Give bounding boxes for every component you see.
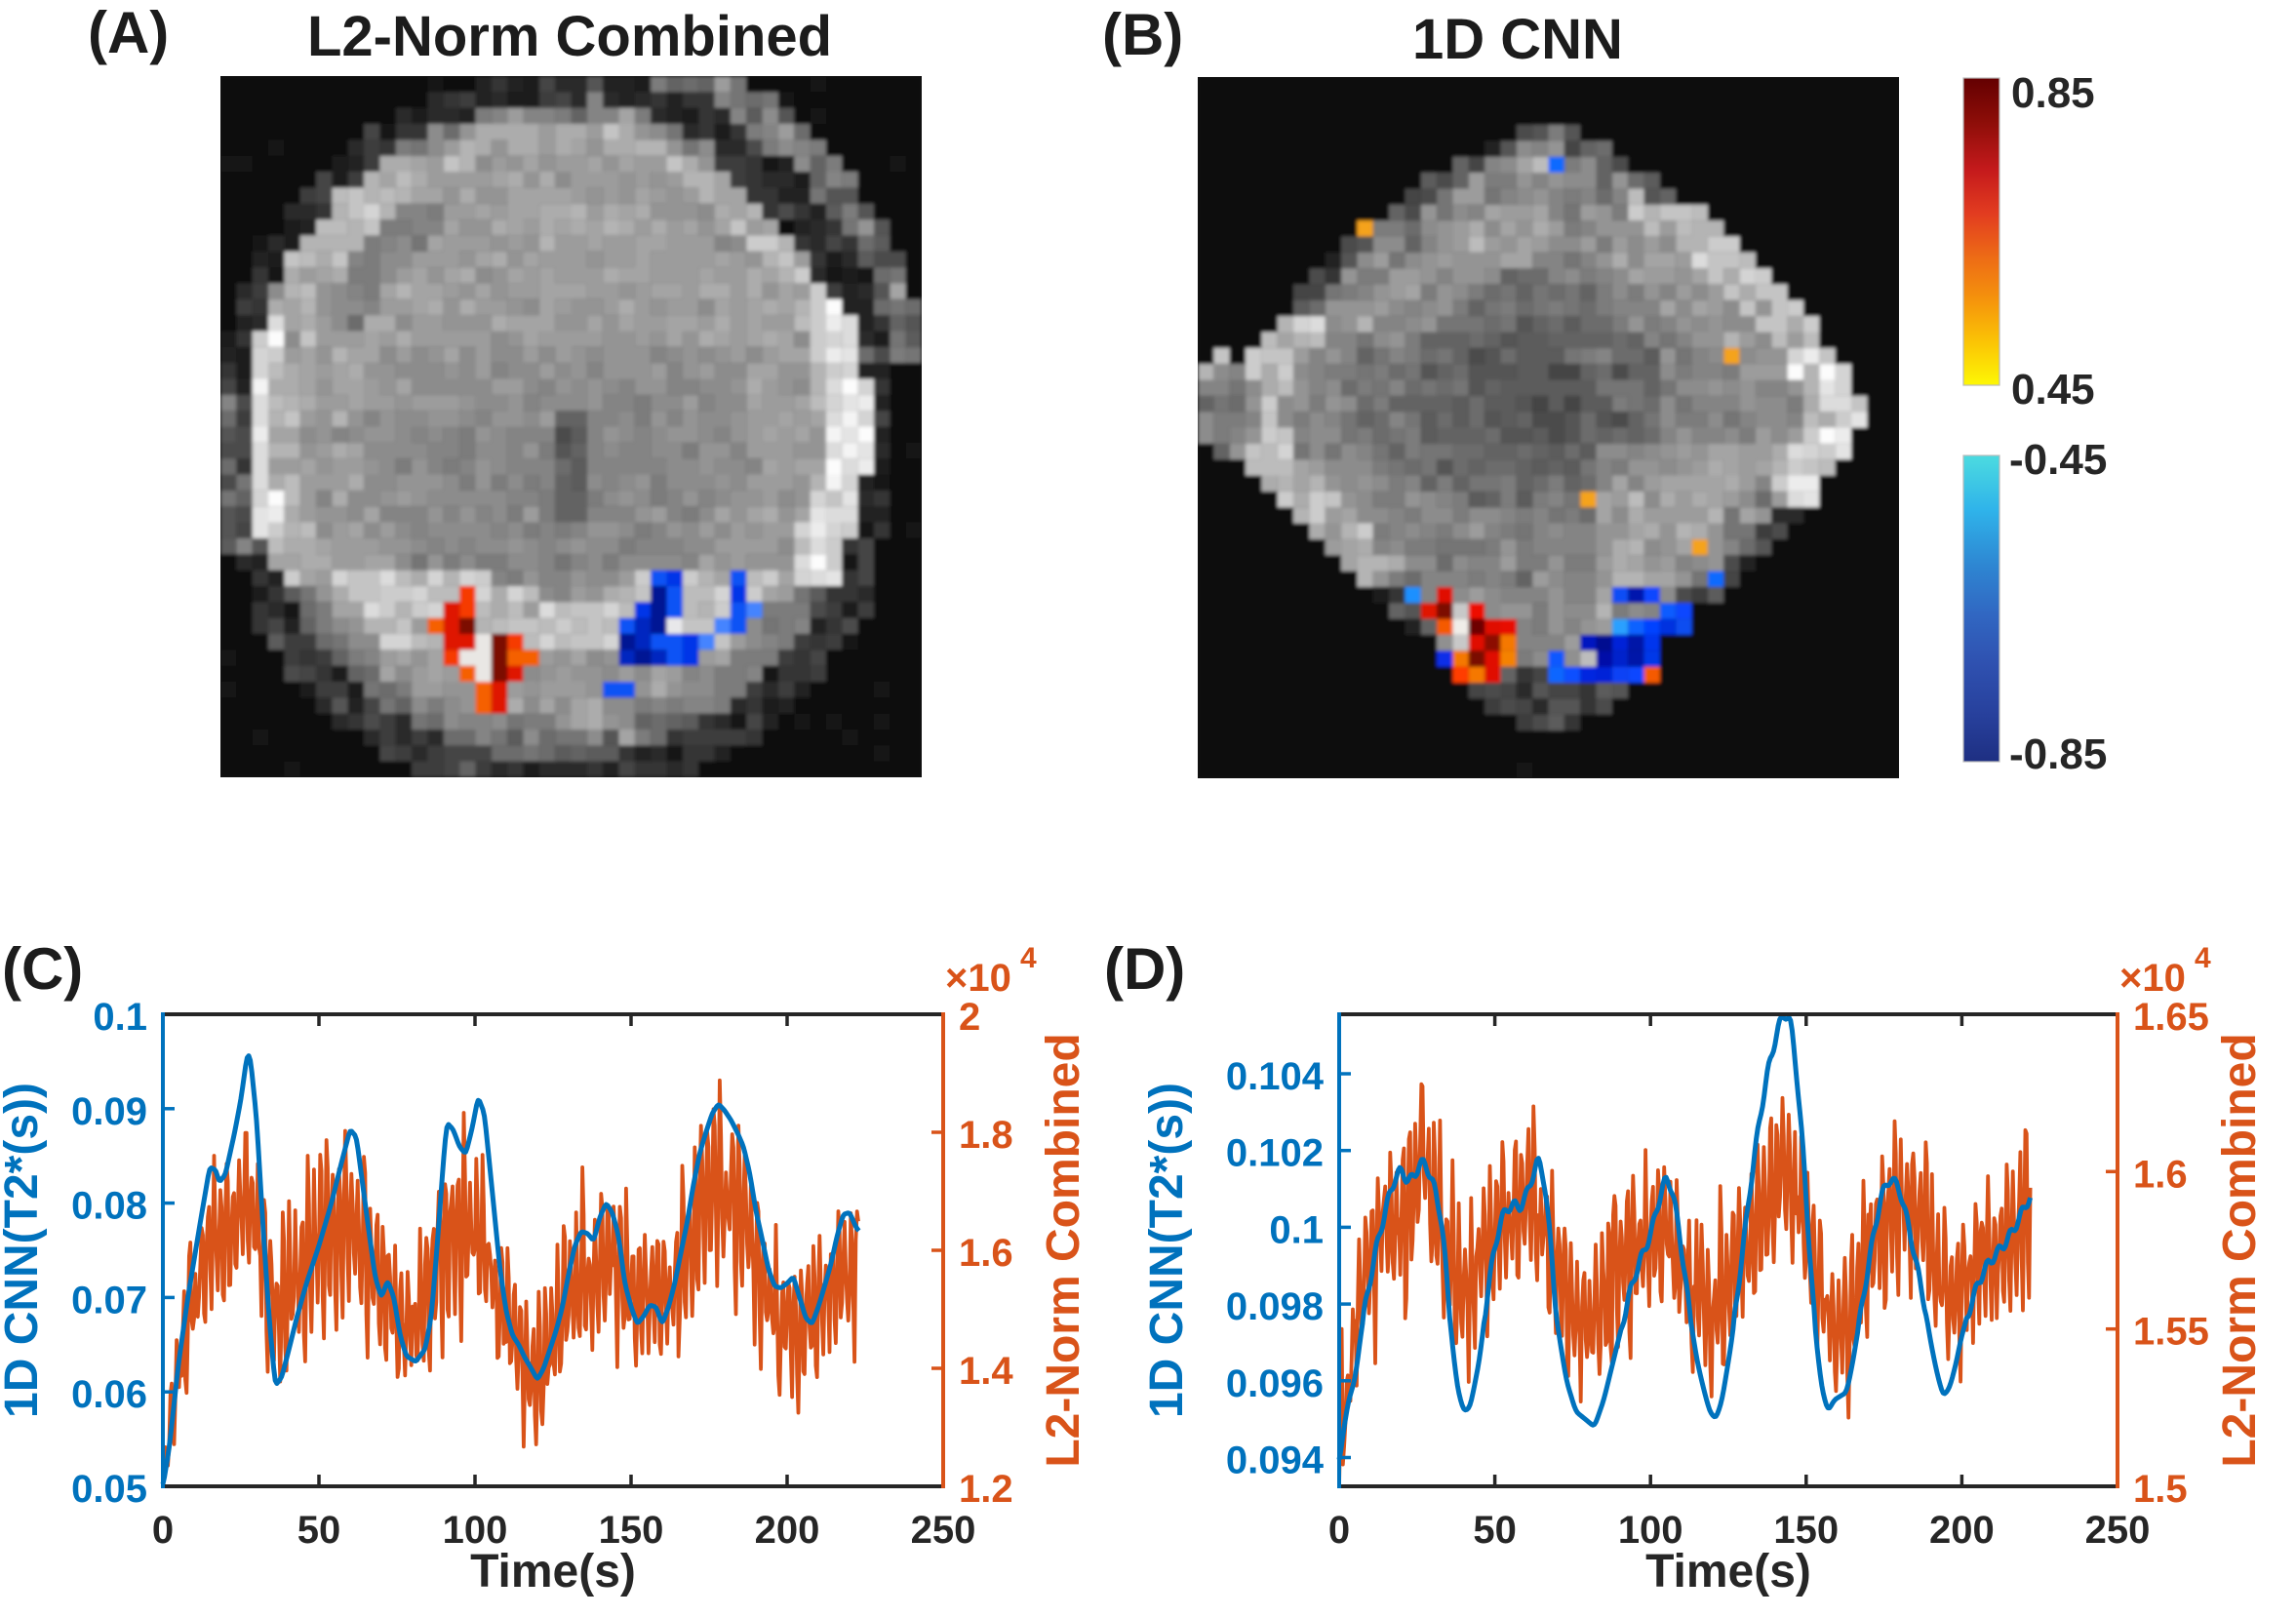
svg-text:1.6: 1.6 <box>2133 1153 2188 1196</box>
svg-text:50: 50 <box>297 1509 341 1552</box>
svg-text:(C): (C) <box>2 936 83 1002</box>
svg-text:1.55: 1.55 <box>2133 1311 2209 1354</box>
svg-text:Time(s): Time(s) <box>470 1546 636 1597</box>
svg-text:0.096: 0.096 <box>1226 1362 1324 1405</box>
svg-text:0.098: 0.098 <box>1226 1285 1324 1328</box>
svg-text:0.102: 0.102 <box>1226 1132 1324 1175</box>
svg-text:0.09: 0.09 <box>71 1090 147 1133</box>
svg-text:1.2: 1.2 <box>959 1468 1013 1511</box>
svg-text:0: 0 <box>152 1509 174 1552</box>
svg-text:250: 250 <box>911 1509 976 1552</box>
svg-text:4: 4 <box>1020 942 1037 974</box>
svg-text:100: 100 <box>1618 1509 1683 1552</box>
svg-text:(A): (A) <box>88 0 169 65</box>
svg-text:L2-Norm Combined: L2-Norm Combined <box>2214 1033 2266 1467</box>
svg-text:0.85: 0.85 <box>2011 69 2095 117</box>
svg-text:0.05: 0.05 <box>71 1468 147 1511</box>
svg-text:0.094: 0.094 <box>1226 1440 1325 1482</box>
svg-text:1.6: 1.6 <box>959 1232 1013 1275</box>
svg-text:0.45: 0.45 <box>2011 366 2095 414</box>
svg-text:150: 150 <box>1773 1509 1839 1552</box>
svg-text:0.1: 0.1 <box>1269 1208 1324 1251</box>
svg-text:1D CNN(T2*(s)): 1D CNN(T2*(s)) <box>1141 1083 1193 1418</box>
svg-text:200: 200 <box>1929 1509 1995 1552</box>
svg-text:0.1: 0.1 <box>93 996 147 1039</box>
svg-text:1.4: 1.4 <box>959 1350 1013 1393</box>
svg-text:×10: ×10 <box>945 957 1011 1000</box>
svg-text:0: 0 <box>1328 1509 1350 1552</box>
svg-text:50: 50 <box>1473 1509 1517 1552</box>
svg-text:-0.45: -0.45 <box>2009 436 2107 484</box>
svg-text:1.5: 1.5 <box>2133 1468 2188 1511</box>
svg-text:250: 250 <box>2085 1509 2151 1552</box>
svg-text:1.65: 1.65 <box>2133 996 2209 1039</box>
svg-text:0.07: 0.07 <box>71 1279 147 1321</box>
svg-text:2: 2 <box>959 996 980 1039</box>
svg-text:(D): (D) <box>1104 936 1185 1002</box>
svg-text:Time(s): Time(s) <box>1645 1546 1811 1597</box>
svg-text:0.08: 0.08 <box>71 1185 147 1228</box>
svg-text:100: 100 <box>443 1509 508 1552</box>
svg-text:×10: ×10 <box>2119 957 2186 1000</box>
svg-text:L2-Norm Combined: L2-Norm Combined <box>1038 1033 1089 1467</box>
svg-text:-0.85: -0.85 <box>2009 730 2107 778</box>
svg-text:1.8: 1.8 <box>959 1114 1013 1157</box>
svg-text:0.06: 0.06 <box>71 1373 147 1416</box>
svg-text:4: 4 <box>2195 942 2211 974</box>
svg-text:L2-Norm Combined: L2-Norm Combined <box>307 5 832 68</box>
svg-text:200: 200 <box>755 1509 820 1552</box>
svg-text:150: 150 <box>599 1509 664 1552</box>
svg-text:0.104: 0.104 <box>1226 1055 1325 1098</box>
svg-text:(B): (B) <box>1102 2 1183 67</box>
svg-text:1D CNN(T2*(s)): 1D CNN(T2*(s)) <box>0 1083 48 1418</box>
svg-text:1D CNN: 1D CNN <box>1412 8 1623 71</box>
